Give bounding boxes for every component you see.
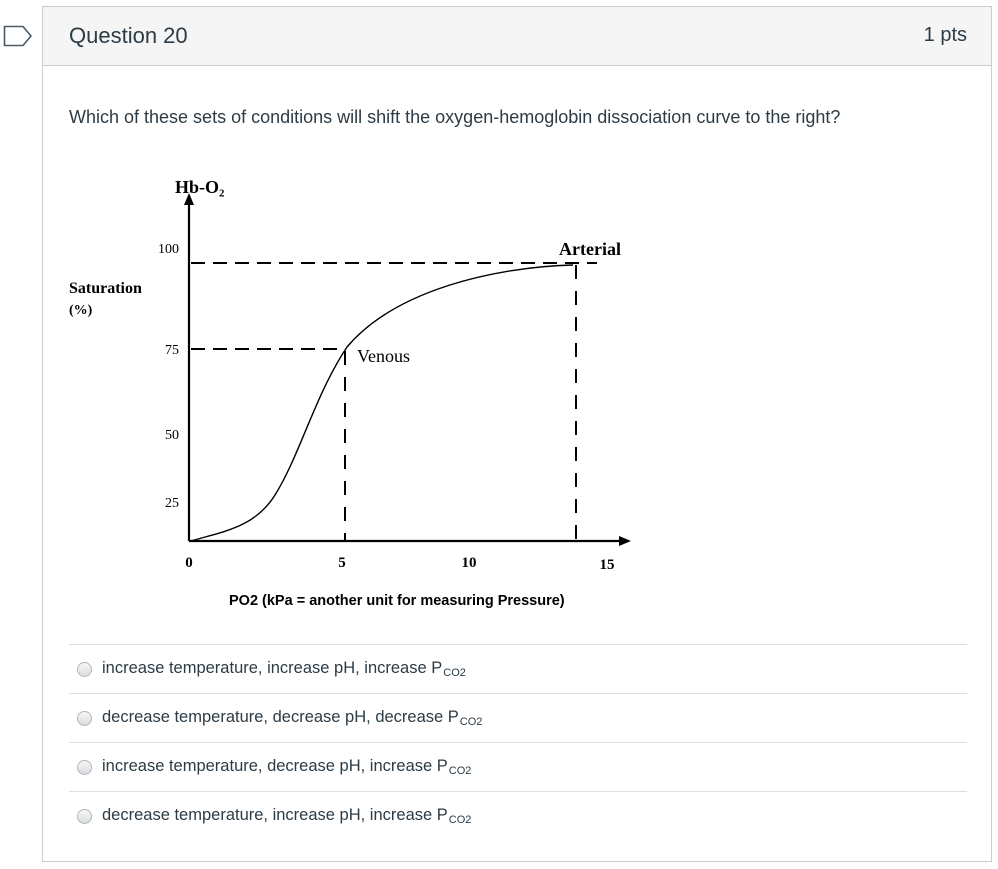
x-tick-0: 0 (185, 555, 193, 571)
dissociation-curve-line (190, 264, 574, 542)
radio-button[interactable] (77, 662, 92, 677)
y-axis-label-line2: (%) (69, 303, 93, 318)
radio-button[interactable] (77, 760, 92, 775)
dissociation-curve-svg: 100 75 50 25 0 5 10 15 Hb-O₂ Saturation … (69, 177, 631, 609)
question-text: Which of these sets of conditions will s… (69, 107, 841, 127)
answer-option-1[interactable]: increase temperature, increase pH, incre… (69, 644, 967, 693)
answer-label: increase temperature, increase pH, incre… (102, 659, 466, 679)
question-title: Question 20 (69, 23, 188, 48)
answer-list: increase temperature, increase pH, incre… (69, 644, 967, 840)
x-tick-10: 10 (462, 555, 477, 571)
question-header: Question 20 1 pts (43, 7, 991, 66)
y-axis-arrow (184, 193, 194, 205)
question-card: Question 20 1 pts Which of these sets of… (42, 6, 992, 862)
radio-button[interactable] (77, 809, 92, 824)
answer-option-2[interactable]: decrease temperature, decrease pH, decre… (69, 693, 967, 742)
venous-label: Venous (357, 346, 410, 366)
x-axis-label: PO2 (kPa = another unit for measuring Pr… (229, 593, 565, 609)
radio-button[interactable] (77, 711, 92, 726)
y-axis-label-line1: Saturation (69, 280, 142, 297)
question-points: 1 pts (923, 24, 967, 46)
x-tick-15: 15 (600, 557, 615, 573)
y-tick-100: 100 (158, 242, 179, 257)
bookmark-icon[interactable] (3, 25, 33, 47)
answer-option-3[interactable]: increase temperature, decrease pH, incre… (69, 742, 967, 791)
arterial-label: Arterial (559, 239, 621, 259)
y-tick-25: 25 (165, 496, 179, 511)
x-axis-arrow (619, 536, 631, 546)
x-tick-5: 5 (338, 555, 346, 571)
y-axis-title: Hb-O₂ (175, 177, 224, 197)
answer-option-4[interactable]: decrease temperature, increase pH, incre… (69, 791, 967, 840)
dissociation-curve-figure: 100 75 50 25 0 5 10 15 Hb-O₂ Saturation … (65, 165, 665, 615)
y-tick-75: 75 (165, 343, 179, 358)
y-tick-50: 50 (165, 428, 179, 443)
answer-label: decrease temperature, decrease pH, decre… (102, 708, 483, 728)
answer-label: increase temperature, decrease pH, incre… (102, 757, 472, 777)
answer-label: decrease temperature, increase pH, incre… (102, 806, 472, 826)
